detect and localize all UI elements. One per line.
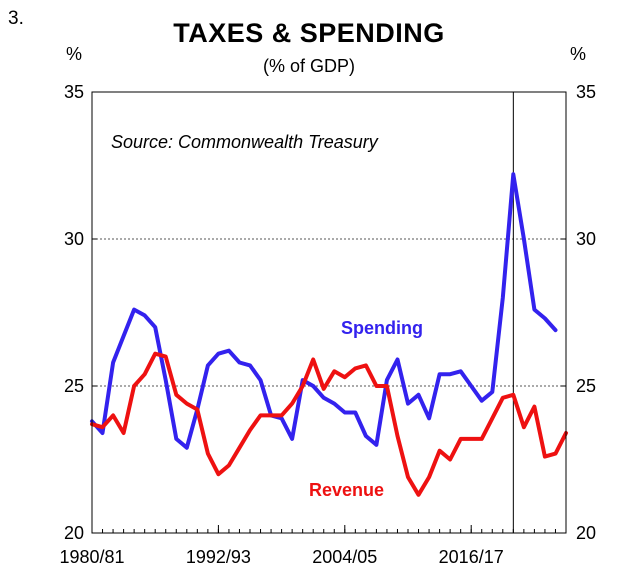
gridlines (92, 238, 566, 387)
series-lines (90, 172, 568, 497)
series-line-revenue (90, 351, 568, 497)
y-tick-label-left: 30 (64, 229, 84, 249)
plot-frame (91, 91, 567, 534)
y-tick-label-right: 35 (576, 82, 596, 102)
y-tick-label-right: 30 (576, 229, 596, 249)
y-tick-label-right: 25 (576, 376, 596, 396)
right-axis-unit: % (570, 44, 587, 64)
series-label-revenue: Revenue (309, 480, 384, 500)
x-tick-label: 1992/93 (186, 547, 251, 567)
series-label-spending: Spending (341, 318, 423, 338)
y-tick-label-right: 20 (576, 523, 596, 543)
chart-subtitle: (% of GDP) (262, 56, 355, 76)
source-note: Source: Commonwealth Treasury (111, 132, 379, 152)
y-tick-label-left: 35 (64, 82, 84, 102)
chart-title: TAXES & SPENDING (173, 18, 445, 48)
x-tick-label: 2004/05 (312, 547, 377, 567)
x-tick-label: 1980/81 (59, 547, 124, 567)
y-tick-label-left: 20 (64, 523, 84, 543)
series-line-spending (90, 172, 558, 450)
axes: 20 20 25 25 30 30 35 35 1980/81 1992/93 2004/05 201… (59, 82, 596, 567)
x-tick-label: 2016/17 (439, 547, 504, 567)
figure-number: 3. (8, 8, 24, 29)
left-axis-unit: % (66, 44, 83, 64)
y-tick-label-left: 25 (64, 376, 84, 396)
